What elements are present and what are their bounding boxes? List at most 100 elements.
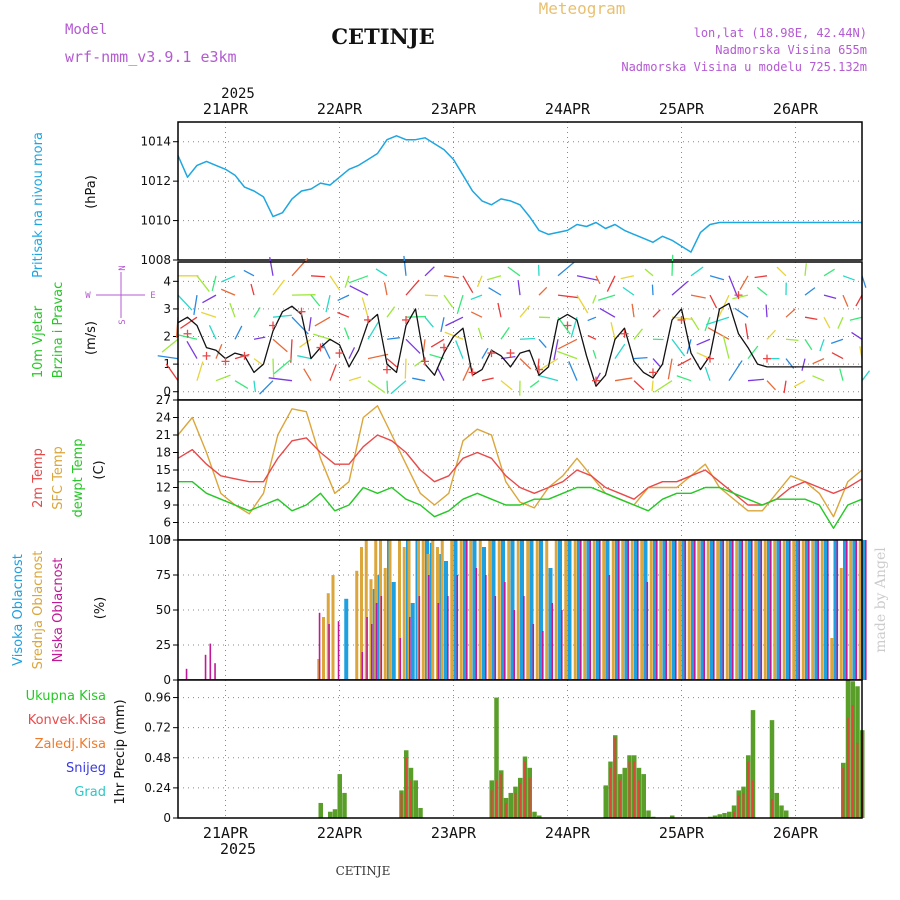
cloud-bar-1-36 <box>573 540 577 680</box>
gust-marker-9 <box>383 365 391 374</box>
wind-arrow-207 <box>595 372 601 381</box>
cloud-bar-0-39 <box>672 540 676 680</box>
wind-arrow-134 <box>610 322 616 340</box>
wind-arrow-104 <box>734 307 749 318</box>
cloud-bar-2-54 <box>798 540 801 680</box>
gust-marker-1 <box>202 351 211 360</box>
wind-arrow-25 <box>644 268 654 277</box>
wind-arrow-187 <box>215 374 231 382</box>
gust-marker-16 <box>535 365 543 374</box>
wind-arrow-4 <box>243 269 255 277</box>
wind-arrow-38 <box>193 295 198 315</box>
wind-arrow-8 <box>329 275 341 291</box>
watermark: made by Angel <box>873 547 889 653</box>
wind-arrow-121 <box>367 321 380 340</box>
temp-2m-line <box>177 434 863 506</box>
wind-arrow-98 <box>631 303 635 318</box>
wind-title: 10m Vjetar <box>31 305 46 378</box>
panel-background <box>178 122 862 260</box>
wind-arrow-2 <box>211 275 217 291</box>
cloud-bar-0-54 <box>814 540 819 680</box>
wind-arrow-120 <box>343 327 350 340</box>
cloud-bar-0-59 <box>862 540 866 680</box>
wind-arrow-124 <box>422 339 426 353</box>
wind-arrow-67 <box>732 294 749 300</box>
wind-arrow-20 <box>557 261 575 277</box>
precip-bar-1-16 <box>637 780 640 818</box>
wind-arrow-13 <box>424 266 435 277</box>
y-tick-label-0: 0 <box>163 385 171 399</box>
y-tick-label-4: 15 <box>156 463 171 477</box>
precip-bar-1-7 <box>514 792 517 818</box>
gust-marker-13 <box>468 368 477 377</box>
wind-arrow-63 <box>671 280 689 296</box>
wind-arrow-125 <box>430 338 445 348</box>
y-tick-label-8: 27 <box>156 393 171 407</box>
pressure-unit: (hPa) <box>84 175 99 209</box>
y-tick-label-1: 1010 <box>140 214 171 228</box>
cloud-bar-0-44 <box>719 540 724 680</box>
wind-arrow-205 <box>537 374 559 382</box>
cloud-bar-1-18 <box>421 540 425 680</box>
wind-arrow-79 <box>272 314 292 318</box>
wind-arrow-6 <box>291 257 309 277</box>
cloud-bar-2-50 <box>760 540 763 680</box>
wind-arrow-127 <box>477 327 483 340</box>
wind-arrow-109 <box>837 316 844 329</box>
compass-west: W <box>85 291 91 301</box>
cloud-bar-2-35 <box>618 540 620 680</box>
wind-arrow-96 <box>587 316 597 322</box>
bottom-day-label-1: 22APR <box>317 824 363 842</box>
cloud-bar-0-21 <box>501 540 505 680</box>
precip-bar-1-4 <box>495 780 498 818</box>
wind-arrow-1 <box>196 275 210 292</box>
panel-background <box>178 400 862 540</box>
cloud-bar-1-32 <box>535 540 539 680</box>
cloud-bar-2-31 <box>580 540 582 680</box>
pressure-line <box>177 135 862 253</box>
cloud-bar-2-30 <box>561 610 563 680</box>
cloud-bar-0-26 <box>548 568 553 680</box>
wind-arrow-18 <box>507 266 521 277</box>
cloud-bar-1-13 <box>388 540 392 680</box>
wind-arrow-157 <box>348 347 356 359</box>
cloud-bar-2-46 <box>722 540 725 680</box>
cloud-bar-2-41 <box>675 540 677 680</box>
cloud-bar-0-28 <box>567 540 572 680</box>
cloud-bar-0-30 <box>586 540 591 680</box>
precip-bar-1-6 <box>504 802 507 818</box>
cloud-bar-2-42 <box>684 540 687 680</box>
cloud-bar-2-12 <box>380 596 383 680</box>
precip-bar-1-17 <box>732 811 735 818</box>
cloud-bar-2-25 <box>513 610 516 680</box>
panel-border <box>177 121 863 261</box>
temp-unit: (C) <box>92 460 107 479</box>
wind-arrow-199 <box>436 367 445 381</box>
cloud-bar-1-30 <box>516 540 520 680</box>
wind-arrow-171 <box>614 343 626 359</box>
cloud-bar-2-36 <box>627 540 630 680</box>
cloud-bar-2-10 <box>371 624 373 680</box>
cloud-bar-2-39 <box>656 540 658 680</box>
precip-bar-1-24 <box>846 717 849 818</box>
y-tick-label-0: 0 <box>163 811 171 825</box>
top-day-label-3: 24APR <box>545 100 591 118</box>
wind-arrow-137 <box>671 338 686 357</box>
bottom-day-label-2: 23APR <box>431 824 477 842</box>
wind-arrow-12 <box>403 255 407 276</box>
wind-arrow-140 <box>707 327 730 340</box>
wind-arrow-177 <box>722 335 730 359</box>
precip-panel: 0 0.24 0.48 0.72 0.96 <box>144 679 865 825</box>
y-tick-label-3: 3 <box>163 302 171 316</box>
cloud-bar-1-43 <box>640 540 644 680</box>
cloud-bar-1-14 <box>398 540 401 680</box>
precip-bar-0-1 <box>328 811 333 818</box>
y-tick-label-0: 1008 <box>140 253 171 267</box>
cloud-bar-0-35 <box>634 540 638 680</box>
cloud-bar-2-20 <box>466 540 468 680</box>
legend-freezing: Zaledj.Kisa <box>35 737 106 752</box>
precip-bar-1-3 <box>490 790 493 818</box>
cloud-unit: (%) <box>93 597 108 620</box>
compass-north: N <box>118 265 128 270</box>
cloud-bar-2-18 <box>447 596 449 680</box>
